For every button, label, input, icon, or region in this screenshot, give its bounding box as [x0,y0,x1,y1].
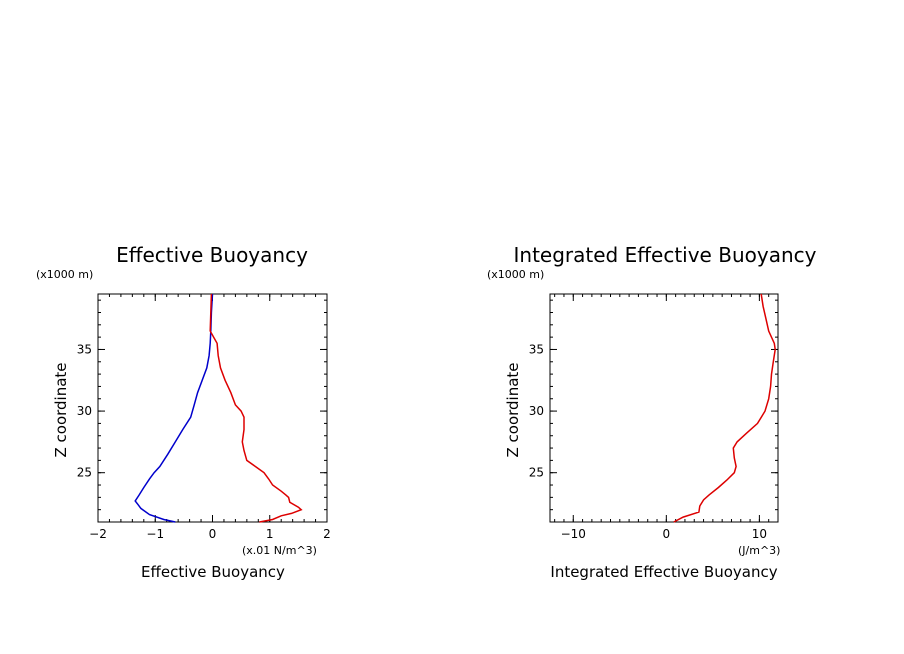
x-unit-right: (J/m^3) [738,544,780,557]
chart-title-left: Effective Buoyancy [116,243,308,267]
y-tick-label: 30 [77,404,92,418]
series-right [673,293,776,523]
ticks-right: −10 0 10 25 30 35 [529,294,779,541]
x-axis-label-left: Effective Buoyancy [141,563,285,581]
x-tick-label: 2 [323,527,331,541]
y-tick-label: 35 [77,342,92,356]
series-line-1 [673,293,776,523]
chart-effective-buoyancy: Effective Buoyancy (x1000 m) −2 −1 0 1 2 25 30… [36,243,331,581]
chart-integrated-effective-buoyancy: Integrated Effective Buoyancy (x1000 m) … [487,243,817,581]
x-tick-label: 0 [209,527,217,541]
plot-frame-right [549,293,779,523]
series-line-2 [209,293,303,523]
series-left [134,293,303,523]
x-tick-label: −10 [561,527,586,541]
x-unit-left: (x.01 N/m^3) [242,544,317,557]
y-tick-label: 25 [529,466,544,480]
x-tick-label: 10 [752,527,767,541]
y-tick-label: 25 [77,466,92,480]
y-axis-label-left: Z coordinate [52,362,70,457]
plot-frame-left [97,293,328,523]
ticks-left: −2 −1 0 1 2 25 30 35 [77,294,331,541]
y-axis-label-right: Z coordinate [504,362,522,457]
x-tick-label: 1 [266,527,274,541]
series-line-1 [134,293,214,523]
y-tick-label: 30 [529,404,544,418]
x-tick-label: −2 [89,527,107,541]
y-tick-label: 35 [529,342,544,356]
x-axis-label-right: Integrated Effective Buoyancy [550,563,777,581]
chart-title-right: Integrated Effective Buoyancy [514,243,817,267]
y-unit-left: (x1000 m) [36,268,93,281]
x-tick-label: −1 [146,527,164,541]
x-tick-label: 0 [663,527,671,541]
y-unit-right: (x1000 m) [487,268,544,281]
